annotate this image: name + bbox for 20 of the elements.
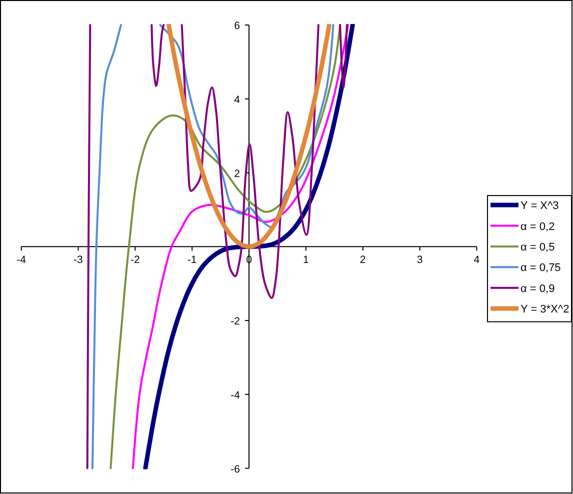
x-tick-label: -2 bbox=[130, 254, 140, 266]
legend-label: α = 0,9 bbox=[520, 282, 555, 295]
y-tick-label: -4 bbox=[230, 389, 240, 402]
x-tick-label: 1 bbox=[303, 254, 310, 266]
x-tick-label: 3 bbox=[416, 254, 423, 266]
x-tick-label: -4 bbox=[16, 254, 26, 266]
x-tick-label: 4 bbox=[474, 254, 480, 266]
legend-label: α = 0,2 bbox=[520, 220, 555, 233]
y-tick-label: 6 bbox=[234, 20, 240, 32]
x-tick-label: -3 bbox=[74, 254, 84, 266]
legend-label: α = 0,75 bbox=[520, 262, 561, 274]
x-tick-label: 2 bbox=[360, 254, 366, 266]
y-tick-label: 2 bbox=[234, 168, 240, 180]
y-tick-label: -2 bbox=[230, 316, 240, 328]
y-tick-label: -6 bbox=[230, 463, 240, 476]
legend-label: Y = X^3 bbox=[520, 200, 559, 212]
legend-label: Y = 3*X^2 bbox=[520, 304, 570, 316]
x-tick-label: -1 bbox=[187, 254, 197, 266]
legend-label: α = 0,5 bbox=[520, 241, 555, 254]
y-tick-label: 4 bbox=[234, 94, 240, 106]
